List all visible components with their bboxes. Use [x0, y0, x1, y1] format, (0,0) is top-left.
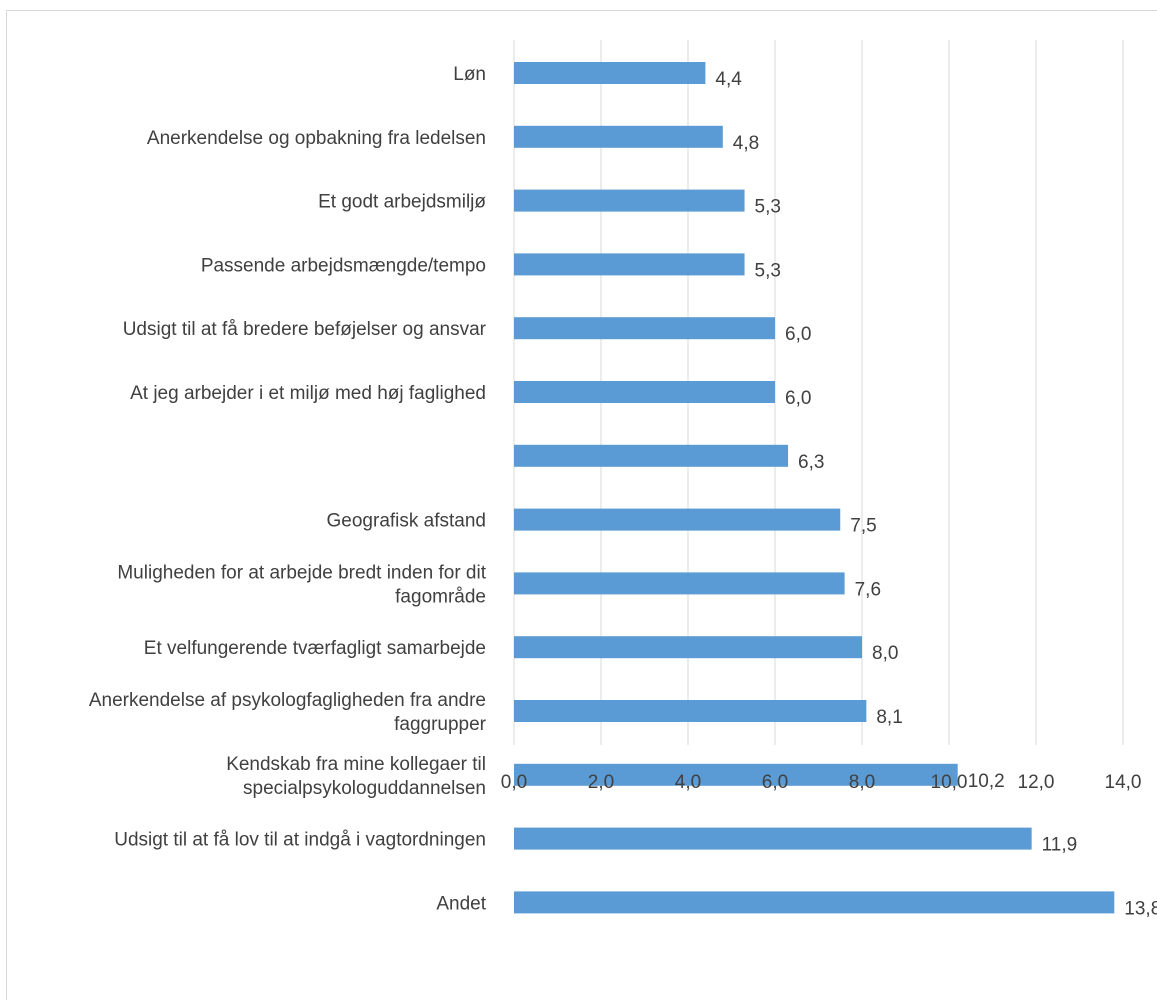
chart-frame [6, 10, 1157, 1000]
category-labels: Løn Anerkendelse og opbakning fra ledelse… [89, 64, 487, 914]
value-labels: 4,4 4,8 5,3 5,3 6,0 6,0 6,3 7,5 7,6 8,0 8,1 10,2 11,… [715, 69, 1157, 919]
category-label: Et godt arbejdsmiljø [318, 192, 486, 213]
data-label: 10,2 [968, 771, 1005, 792]
data-label: 8,1 [876, 707, 902, 728]
bar [514, 700, 867, 722]
category-label: Geografisk afstand [327, 511, 486, 532]
category-label: Udsigt til at få lov til at indgå i vagt… [114, 830, 486, 851]
data-label: 6,0 [785, 388, 811, 409]
x-tick-label: 14,0 [1105, 772, 1142, 793]
bar [514, 62, 706, 84]
x-tick-label: 8,0 [849, 772, 875, 793]
bars [514, 62, 1115, 914]
category-label: Et velfungerende tværfagligt samarbejde [144, 638, 486, 659]
category-label: At jeg arbejder i et miljø med høj fagli… [130, 383, 486, 404]
bar [514, 763, 958, 786]
category-label: Anerkendelse af psykologfagligheden fra … [89, 690, 486, 711]
data-label: 4,8 [733, 133, 759, 154]
category-label: faggrupper [394, 714, 487, 735]
data-label: 5,3 [755, 260, 781, 281]
category-label: Passende arbejdsmængde/tempo [201, 255, 486, 276]
data-label: 6,3 [798, 452, 824, 473]
data-label: 13,8 [1124, 898, 1157, 919]
category-label: Andet [436, 893, 486, 914]
bar [514, 125, 723, 148]
x-tick-label: 10,0 [931, 772, 968, 793]
category-label: specialpsykologuddannelsen [243, 778, 486, 799]
bar [514, 444, 789, 467]
data-label: 6,0 [785, 324, 811, 345]
bar [514, 381, 775, 403]
bar [514, 636, 862, 659]
category-label: Kendskab fra mine kollegaer til [226, 754, 486, 775]
data-label: 8,0 [872, 643, 898, 664]
x-tick-label: 6,0 [762, 772, 788, 793]
data-label: 7,6 [855, 579, 881, 600]
bar [514, 508, 841, 531]
data-label: 11,9 [1042, 835, 1078, 856]
x-tick-label: 2,0 [588, 772, 614, 793]
category-label: Muligheden for at arbejde bredt inden fo… [117, 562, 486, 583]
category-label: fagområde [395, 586, 486, 607]
bar [514, 891, 1115, 914]
category-label: Anerkendelse og opbakning fra ledelsen [147, 128, 486, 149]
category-label: Udsigt til at få bredere beføjelser og a… [123, 319, 487, 340]
bar [514, 253, 745, 276]
bar [514, 317, 775, 340]
data-label: 4,4 [715, 69, 742, 90]
x-tick-label: 12,0 [1018, 772, 1055, 793]
data-label: 7,5 [850, 516, 876, 537]
x-tick-label: 4,0 [675, 772, 701, 793]
x-tick-label: 0,0 [501, 772, 527, 793]
bar [514, 189, 745, 212]
bar [514, 827, 1032, 850]
category-label: Løn [453, 64, 486, 85]
x-axis-tick-labels: 0,0 2,0 4,0 6,0 8,0 10,0 12,0 14,0 [501, 772, 1142, 793]
bar [514, 572, 845, 595]
data-label: 5,3 [755, 197, 781, 218]
